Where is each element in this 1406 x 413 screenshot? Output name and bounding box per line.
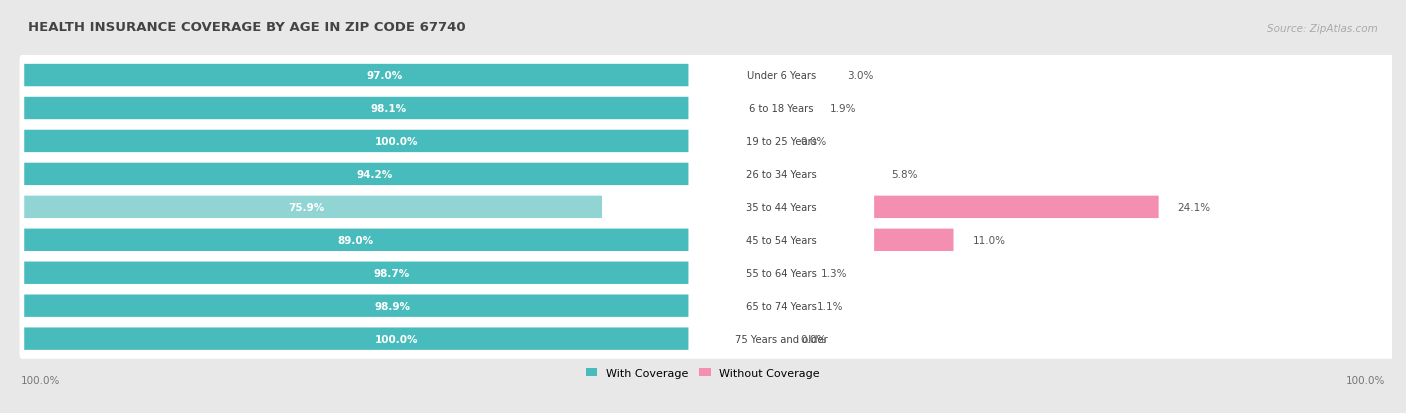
FancyBboxPatch shape bbox=[24, 97, 768, 120]
FancyBboxPatch shape bbox=[689, 157, 875, 192]
Text: 19 to 25 Years: 19 to 25 Years bbox=[745, 137, 817, 147]
Text: 75 Years and older: 75 Years and older bbox=[735, 334, 828, 344]
FancyBboxPatch shape bbox=[24, 163, 738, 186]
Text: 100.0%: 100.0% bbox=[374, 137, 418, 147]
Text: 45 to 54 Years: 45 to 54 Years bbox=[747, 235, 817, 245]
Text: 100.0%: 100.0% bbox=[21, 375, 60, 385]
Text: 97.0%: 97.0% bbox=[367, 71, 404, 81]
FancyBboxPatch shape bbox=[20, 89, 1395, 129]
FancyBboxPatch shape bbox=[782, 262, 801, 284]
Text: 98.1%: 98.1% bbox=[371, 104, 408, 114]
Text: 11.0%: 11.0% bbox=[973, 235, 1005, 245]
Text: 24.1%: 24.1% bbox=[1177, 202, 1211, 212]
Text: 98.7%: 98.7% bbox=[373, 268, 409, 278]
Text: 6 to 18 Years: 6 to 18 Years bbox=[749, 104, 814, 114]
FancyBboxPatch shape bbox=[20, 56, 1395, 96]
FancyBboxPatch shape bbox=[24, 196, 602, 218]
FancyBboxPatch shape bbox=[24, 328, 782, 350]
Text: 75.9%: 75.9% bbox=[288, 202, 325, 212]
Text: 1.3%: 1.3% bbox=[821, 268, 846, 278]
FancyBboxPatch shape bbox=[782, 196, 1159, 218]
Text: 89.0%: 89.0% bbox=[337, 235, 373, 245]
Text: 100.0%: 100.0% bbox=[374, 334, 418, 344]
FancyBboxPatch shape bbox=[689, 289, 875, 323]
Text: 26 to 34 Years: 26 to 34 Years bbox=[747, 169, 817, 180]
FancyBboxPatch shape bbox=[782, 65, 828, 87]
Text: Under 6 Years: Under 6 Years bbox=[747, 71, 815, 81]
FancyBboxPatch shape bbox=[20, 187, 1395, 228]
Text: 35 to 44 Years: 35 to 44 Years bbox=[747, 202, 817, 212]
Text: 94.2%: 94.2% bbox=[356, 169, 392, 180]
Text: 98.9%: 98.9% bbox=[374, 301, 411, 311]
Legend: With Coverage, Without Coverage: With Coverage, Without Coverage bbox=[582, 363, 824, 382]
FancyBboxPatch shape bbox=[689, 322, 875, 356]
Text: 55 to 64 Years: 55 to 64 Years bbox=[745, 268, 817, 278]
FancyBboxPatch shape bbox=[689, 190, 875, 224]
Text: 0.0%: 0.0% bbox=[800, 137, 827, 147]
Text: 1.1%: 1.1% bbox=[817, 301, 844, 311]
Text: 3.0%: 3.0% bbox=[846, 71, 873, 81]
FancyBboxPatch shape bbox=[20, 121, 1395, 161]
FancyBboxPatch shape bbox=[24, 65, 759, 87]
FancyBboxPatch shape bbox=[20, 154, 1395, 195]
FancyBboxPatch shape bbox=[689, 124, 875, 159]
Text: HEALTH INSURANCE COVERAGE BY AGE IN ZIP CODE 67740: HEALTH INSURANCE COVERAGE BY AGE IN ZIP … bbox=[28, 21, 465, 33]
FancyBboxPatch shape bbox=[782, 295, 799, 317]
FancyBboxPatch shape bbox=[20, 220, 1395, 260]
Text: 0.0%: 0.0% bbox=[800, 334, 827, 344]
FancyBboxPatch shape bbox=[689, 256, 875, 290]
FancyBboxPatch shape bbox=[20, 253, 1395, 293]
Text: 1.9%: 1.9% bbox=[830, 104, 856, 114]
FancyBboxPatch shape bbox=[782, 229, 953, 252]
FancyBboxPatch shape bbox=[24, 295, 773, 317]
FancyBboxPatch shape bbox=[20, 319, 1395, 359]
Text: 5.8%: 5.8% bbox=[891, 169, 917, 180]
FancyBboxPatch shape bbox=[20, 286, 1395, 326]
FancyBboxPatch shape bbox=[782, 97, 811, 120]
Text: 65 to 74 Years: 65 to 74 Years bbox=[745, 301, 817, 311]
FancyBboxPatch shape bbox=[24, 131, 782, 153]
Text: 100.0%: 100.0% bbox=[1346, 375, 1385, 385]
FancyBboxPatch shape bbox=[689, 59, 875, 93]
FancyBboxPatch shape bbox=[689, 92, 875, 126]
FancyBboxPatch shape bbox=[24, 262, 772, 284]
FancyBboxPatch shape bbox=[24, 229, 699, 252]
FancyBboxPatch shape bbox=[782, 163, 872, 186]
FancyBboxPatch shape bbox=[689, 223, 875, 257]
Text: Source: ZipAtlas.com: Source: ZipAtlas.com bbox=[1267, 24, 1378, 33]
